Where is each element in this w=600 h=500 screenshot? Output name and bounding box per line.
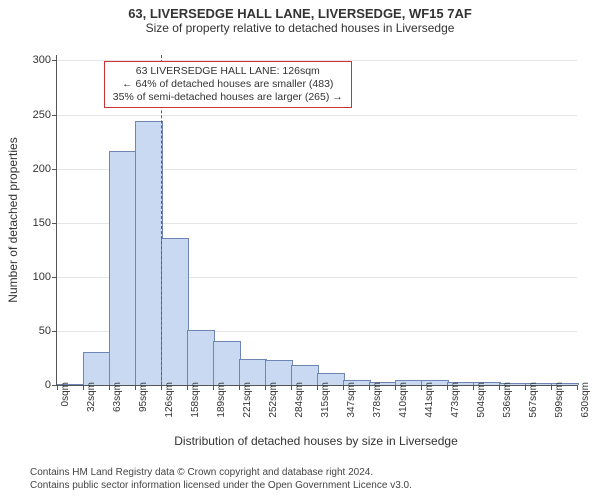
x-tick-mark	[499, 385, 500, 390]
x-tick-mark	[551, 385, 552, 390]
chart-title: 63, LIVERSEDGE HALL LANE, LIVERSEDGE, WF…	[0, 0, 600, 21]
x-tick-label: 63sqm	[112, 382, 123, 412]
y-tick-label: 0	[19, 379, 51, 391]
y-tick-mark	[52, 331, 57, 332]
x-tick-mark	[109, 385, 110, 390]
x-tick-mark	[395, 385, 396, 390]
x-tick-label: 630sqm	[580, 382, 591, 418]
x-tick-label: 504sqm	[476, 382, 487, 418]
x-tick-label: 284sqm	[294, 382, 305, 418]
y-axis-label: Number of detached properties	[6, 137, 20, 302]
histogram-bar	[135, 121, 162, 385]
callout-line: ← 64% of detached houses are smaller (48…	[113, 78, 343, 91]
callout-line: 63 LIVERSEDGE HALL LANE: 126sqm	[113, 65, 343, 78]
x-tick-mark	[161, 385, 162, 390]
x-tick-mark	[473, 385, 474, 390]
histogram-bar	[213, 341, 240, 385]
x-tick-mark	[317, 385, 318, 390]
y-tick-mark	[52, 223, 57, 224]
x-tick-mark	[525, 385, 526, 390]
footer-line-1: Contains HM Land Registry data © Crown c…	[30, 466, 590, 479]
x-tick-mark	[57, 385, 58, 390]
x-tick-label: 473sqm	[450, 382, 461, 418]
x-tick-label: 0sqm	[60, 382, 71, 406]
y-tick-label: 300	[19, 54, 51, 66]
x-tick-label: 32sqm	[86, 382, 97, 412]
x-tick-label: 189sqm	[216, 382, 227, 418]
x-tick-mark	[187, 385, 188, 390]
y-tick-label: 200	[19, 163, 51, 175]
y-tick-label: 150	[19, 217, 51, 229]
x-tick-mark	[291, 385, 292, 390]
x-axis-label: Distribution of detached houses by size …	[56, 434, 576, 448]
x-tick-mark	[369, 385, 370, 390]
x-tick-mark	[447, 385, 448, 390]
y-tick-mark	[52, 60, 57, 61]
x-tick-mark	[83, 385, 84, 390]
histogram-bar	[109, 151, 136, 385]
y-tick-label: 100	[19, 271, 51, 283]
histogram-bar	[187, 330, 214, 385]
y-tick-label: 50	[19, 325, 51, 337]
footer-attribution: Contains HM Land Registry data © Crown c…	[30, 466, 590, 492]
x-tick-label: 536sqm	[502, 382, 513, 418]
x-tick-mark	[577, 385, 578, 390]
x-tick-label: 347sqm	[346, 382, 357, 418]
x-tick-mark	[343, 385, 344, 390]
x-tick-label: 599sqm	[554, 382, 565, 418]
x-tick-mark	[213, 385, 214, 390]
x-tick-label: 410sqm	[398, 382, 409, 418]
chart-plot-area: 0501001502002503000sqm32sqm63sqm95sqm126…	[56, 55, 577, 386]
callout-line: 35% of semi-detached houses are larger (…	[113, 91, 343, 104]
y-tick-mark	[52, 169, 57, 170]
y-tick-label: 250	[19, 109, 51, 121]
chart-subtitle: Size of property relative to detached ho…	[0, 21, 600, 35]
x-tick-label: 126sqm	[164, 382, 175, 418]
x-tick-label: 315sqm	[320, 382, 331, 418]
grid-line	[57, 115, 577, 116]
footer-line-2: Contains public sector information licen…	[30, 479, 590, 492]
callout-box: 63 LIVERSEDGE HALL LANE: 126sqm← 64% of …	[104, 61, 352, 108]
x-tick-label: 378sqm	[372, 382, 383, 418]
x-tick-label: 95sqm	[138, 382, 149, 412]
x-tick-mark	[239, 385, 240, 390]
x-tick-mark	[265, 385, 266, 390]
x-tick-label: 567sqm	[528, 382, 539, 418]
x-tick-mark	[421, 385, 422, 390]
histogram-bar	[161, 238, 188, 385]
x-tick-label: 158sqm	[190, 382, 201, 418]
x-tick-label: 221sqm	[242, 382, 253, 418]
x-tick-label: 441sqm	[424, 382, 435, 418]
x-tick-label: 252sqm	[268, 382, 279, 418]
y-tick-mark	[52, 277, 57, 278]
histogram-bar	[83, 352, 110, 385]
x-tick-mark	[135, 385, 136, 390]
y-tick-mark	[52, 115, 57, 116]
